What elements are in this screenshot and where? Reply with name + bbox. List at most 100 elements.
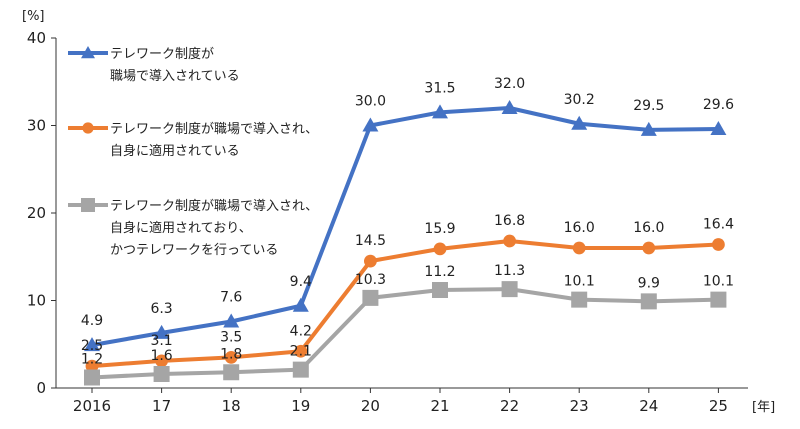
data-point-marker [84, 369, 100, 386]
legend-label: テレワーク制度が職場で導入され、 [110, 121, 318, 137]
data-label: 29.5 [633, 98, 664, 114]
legend-swatch-marker [81, 198, 95, 212]
legend-label: 自身に適用されている [110, 143, 240, 159]
data-label: 4.9 [81, 313, 103, 329]
data-label: 16.0 [564, 220, 595, 236]
series-line [91, 239, 719, 369]
x-tick-label: 2016 [73, 397, 111, 415]
data-label: 16.4 [703, 217, 734, 233]
data-point-marker [710, 121, 727, 135]
x-tick-label: 19 [291, 397, 310, 415]
data-point-marker [712, 238, 725, 251]
data-point-marker [292, 297, 309, 312]
data-label: 1.8 [220, 346, 242, 362]
data-label: 32.0 [494, 76, 525, 92]
x-unit-label: [年] [752, 400, 775, 415]
y-tick-label: 40 [27, 29, 46, 47]
data-point-marker [432, 282, 448, 298]
legend-swatch-marker [81, 46, 95, 59]
data-point-marker [292, 361, 309, 378]
data-label: 29.6 [703, 97, 734, 113]
data-point-marker [710, 291, 727, 308]
data-point-marker [432, 104, 448, 119]
data-point-marker [572, 241, 586, 255]
data-label: 30.2 [564, 92, 595, 108]
legend-label: かつテレワークを行っている [110, 243, 278, 258]
series-3 [84, 281, 727, 386]
x-tick-label: 25 [709, 397, 728, 415]
data-point-marker [501, 100, 518, 114]
data-point-marker [640, 293, 657, 310]
legend-label: テレワーク制度が [110, 46, 214, 62]
series-2 [85, 234, 725, 373]
data-label: 4.2 [290, 323, 312, 339]
data-label: 2.1 [290, 344, 312, 360]
data-point-marker [501, 281, 518, 298]
y-unit-label: [%] [22, 9, 45, 24]
data-point-marker [362, 289, 379, 306]
y-tick-label: 20 [27, 204, 46, 222]
x-tick-label: 20 [361, 397, 380, 415]
data-label: 10.3 [355, 272, 386, 288]
data-label: 14.5 [355, 233, 386, 249]
legend-label: 職場で導入されている [110, 69, 240, 84]
data-label: 15.9 [424, 221, 455, 237]
x-tick-label: 23 [570, 397, 589, 415]
data-label: 6.3 [150, 301, 172, 317]
data-label: 2.5 [81, 338, 103, 354]
data-point-marker [433, 242, 447, 256]
x-tick-label: 18 [222, 397, 241, 415]
axes-layer: 0 10 20 30 40 [%] 2016 17 18 19 20 21 22 23 24 25 [年] [22, 9, 775, 415]
data-point-marker [503, 234, 516, 248]
data-point-marker [155, 354, 169, 368]
data-point-marker [223, 313, 240, 328]
data-point-marker [362, 117, 379, 132]
legend-label: テレワーク制度が職場で導入され、 [110, 198, 318, 214]
series-layer [84, 100, 727, 386]
data-point-marker [223, 364, 240, 381]
legend-item-3: テレワーク制度が職場で導入され、自身に適用されており、かつテレワークを行っている [68, 198, 318, 258]
data-point-marker [85, 359, 99, 373]
data-point-marker [640, 121, 657, 136]
data-label: 30.0 [355, 94, 386, 110]
data-point-marker [153, 366, 170, 382]
legend-item-2: テレワーク制度が職場で導入され、自身に適用されている [68, 121, 318, 159]
x-tick-label: 22 [500, 397, 519, 415]
data-label: 9.4 [290, 274, 312, 290]
data-label: 10.1 [564, 274, 595, 290]
y-tick-label: 0 [36, 379, 46, 397]
data-label: 31.5 [424, 80, 455, 96]
x-tick-label: 21 [430, 397, 449, 415]
series-line [91, 287, 719, 380]
series-line [91, 106, 719, 348]
data-point-marker [84, 337, 100, 352]
data-point-marker [571, 115, 588, 130]
data-label: 10.1 [703, 274, 734, 290]
data-label: 1.2 [81, 352, 103, 368]
data-label: 1.6 [150, 348, 172, 364]
data-point-marker [224, 350, 238, 364]
data-label: 7.6 [220, 290, 242, 306]
series-1 [84, 100, 727, 352]
data-label: 16.8 [494, 213, 525, 229]
x-tick-label: 24 [639, 397, 658, 415]
data-label: 11.2 [424, 264, 455, 280]
data-label: 3.5 [220, 329, 242, 345]
data-label: 16.0 [633, 220, 664, 236]
y-tick-label: 10 [27, 292, 46, 310]
data-point-marker [642, 241, 656, 255]
legend: テレワーク制度が職場で導入されているテレワーク制度が職場で導入され、自身に適用さ… [68, 46, 318, 258]
data-label: 3.1 [150, 333, 172, 349]
data-label: 9.9 [638, 275, 660, 291]
data-point-marker [294, 344, 308, 358]
data-point-marker [153, 324, 170, 339]
data-point-marker [364, 254, 377, 268]
y-tick-label: 30 [27, 117, 46, 135]
data-point-marker [571, 291, 588, 308]
x-tick-label: 17 [152, 397, 171, 415]
legend-swatch-marker [82, 122, 94, 134]
data-labels-layer: 4.9 6.3 7.6 9.4 30.0 31.5 32.0 30.2 29.5 29.6 2.5 3… [81, 76, 734, 368]
